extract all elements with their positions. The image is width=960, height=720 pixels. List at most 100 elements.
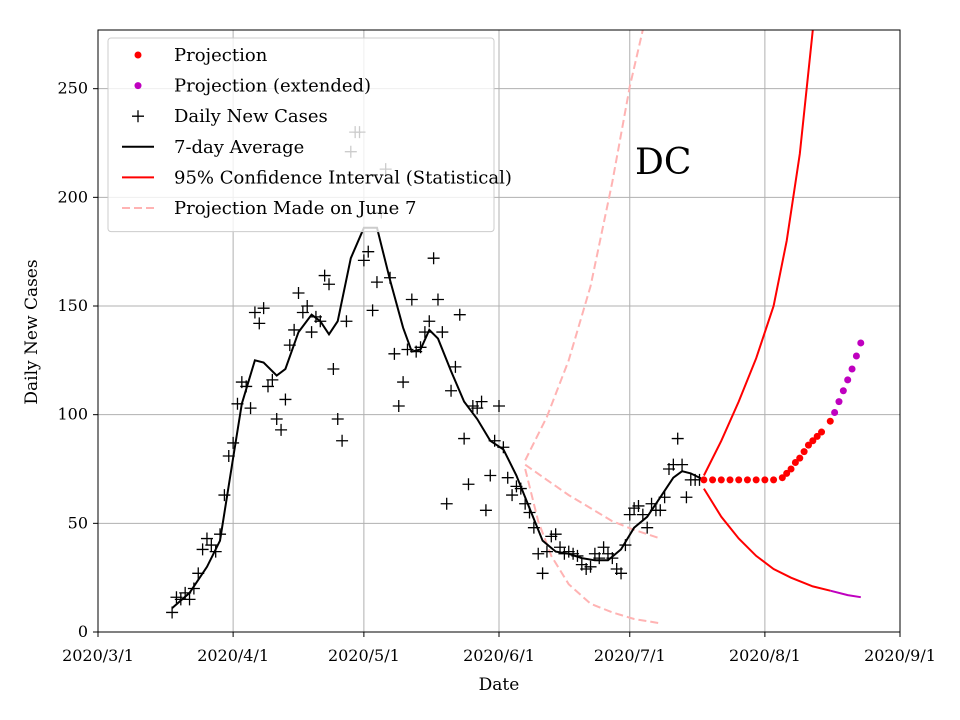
daily-case-marker bbox=[493, 399, 505, 412]
ci-lower-extended-line bbox=[830, 589, 861, 599]
daily-case-marker bbox=[497, 441, 510, 454]
june7-lower-line bbox=[524, 468, 661, 625]
x-tick-label: 2020/3/1 bbox=[62, 646, 134, 665]
x-tick-label: 2020/8/1 bbox=[729, 646, 801, 665]
daily-case-marker bbox=[222, 449, 235, 462]
daily-case-marker bbox=[423, 315, 436, 328]
y-tick-label: 50 bbox=[68, 513, 88, 532]
daily-case-marker bbox=[336, 434, 349, 447]
x-axis-label: Date bbox=[479, 675, 520, 695]
daily-case-marker bbox=[506, 489, 519, 502]
daily-case-marker bbox=[357, 254, 370, 267]
legend-box bbox=[107, 37, 495, 233]
daily-case-marker bbox=[449, 360, 462, 373]
legend-swatch-daily bbox=[132, 110, 144, 123]
projection-extended-point bbox=[848, 365, 856, 373]
daily-case-marker bbox=[597, 541, 610, 554]
daily-case-marker bbox=[305, 326, 318, 339]
daily-case-marker bbox=[240, 380, 253, 393]
legend-swatch-projection bbox=[134, 51, 142, 59]
legend-label-june7: Projection Made on June 7 bbox=[174, 198, 416, 219]
projection-point bbox=[783, 469, 791, 477]
daily-case-marker bbox=[179, 586, 192, 599]
projection-extended-point bbox=[839, 387, 847, 395]
daily-case-marker bbox=[536, 567, 549, 580]
daily-case-marker bbox=[654, 504, 667, 517]
daily-case-marker bbox=[366, 304, 379, 317]
projection-point bbox=[813, 432, 821, 440]
daily-case-marker bbox=[445, 384, 458, 397]
daily-case-marker bbox=[187, 582, 200, 595]
projection-point bbox=[735, 476, 743, 484]
daily-case-marker bbox=[401, 343, 414, 356]
daily-case-marker bbox=[196, 543, 209, 556]
projection-point bbox=[804, 441, 812, 449]
legend: Projection Projection (extended) Daily New… bbox=[107, 37, 512, 233]
daily-case-marker bbox=[296, 306, 309, 319]
ci-upper-line bbox=[703, 30, 814, 476]
plot-area bbox=[166, 30, 865, 625]
projection-extended-point bbox=[844, 376, 852, 384]
projection-point bbox=[800, 448, 808, 456]
x-tick-label: 2020/5/1 bbox=[328, 646, 400, 665]
projection-point bbox=[770, 476, 778, 484]
daily-case-marker bbox=[431, 293, 444, 306]
series-layer bbox=[166, 30, 865, 625]
projection-point bbox=[787, 465, 795, 473]
daily-case-marker bbox=[405, 293, 418, 306]
projection-point bbox=[809, 437, 817, 445]
daily-case-marker bbox=[257, 302, 270, 315]
daily-case-marker bbox=[436, 326, 449, 339]
projection-point bbox=[761, 476, 769, 484]
june7-upper-line bbox=[524, 30, 644, 461]
daily-case-marker bbox=[327, 363, 340, 376]
daily-case-marker bbox=[427, 252, 440, 265]
daily-case-marker bbox=[440, 497, 453, 510]
daily-case-marker bbox=[479, 504, 492, 517]
projection-point bbox=[791, 458, 799, 466]
daily-case-marker bbox=[632, 499, 645, 512]
daily-case-marker bbox=[571, 549, 584, 562]
y-tick-label: 100 bbox=[57, 405, 88, 424]
daily-case-marker bbox=[523, 506, 536, 519]
projection-point bbox=[752, 476, 760, 484]
projection-extended-point bbox=[835, 398, 843, 406]
daily-case-marker bbox=[288, 323, 301, 336]
daily-case-marker bbox=[414, 341, 427, 354]
daily-case-marker bbox=[218, 489, 231, 502]
daily-case-marker bbox=[200, 532, 213, 545]
daily-case-marker bbox=[606, 552, 619, 565]
tick-layer: 2020/3/1 2020/4/1 2020/5/1 2020/6/1 2020/7/1… bbox=[57, 79, 935, 665]
daily-case-marker bbox=[623, 508, 636, 521]
y-tick-label: 150 bbox=[57, 296, 88, 315]
projection-point bbox=[726, 476, 734, 484]
daily-case-marker bbox=[532, 547, 545, 560]
projection-point bbox=[717, 476, 725, 484]
legend-label-avg: 7-day Average bbox=[174, 137, 304, 158]
daily-case-marker bbox=[214, 528, 227, 541]
daily-case-marker bbox=[266, 373, 279, 386]
daily-case-marker bbox=[331, 413, 344, 426]
x-tick-label: 2020/7/1 bbox=[594, 646, 666, 665]
daily-case-marker bbox=[292, 286, 305, 299]
daily-case-marker bbox=[619, 539, 632, 552]
annotation-label: DC bbox=[635, 142, 691, 183]
legend-swatch-projection_extended bbox=[134, 82, 142, 90]
daily-case-marker bbox=[501, 471, 514, 484]
daily-case-marker bbox=[362, 245, 375, 258]
legend-label-projection: Projection bbox=[174, 45, 268, 66]
y-tick-label: 250 bbox=[57, 79, 88, 98]
daily-case-marker bbox=[209, 545, 222, 558]
daily-case-marker bbox=[462, 478, 475, 491]
daily-case-marker bbox=[244, 402, 257, 415]
daily-case-marker bbox=[231, 397, 244, 410]
daily-case-marker bbox=[392, 399, 405, 412]
daily-case-marker bbox=[527, 521, 540, 534]
daily-case-marker bbox=[671, 432, 684, 445]
daily-case-marker bbox=[475, 395, 488, 408]
daily-case-marker bbox=[388, 347, 401, 360]
projection-point bbox=[818, 428, 826, 436]
daily-case-marker bbox=[283, 339, 296, 352]
legend-label-daily: Daily New Cases bbox=[174, 106, 328, 127]
y-tick-label: 200 bbox=[57, 187, 88, 206]
